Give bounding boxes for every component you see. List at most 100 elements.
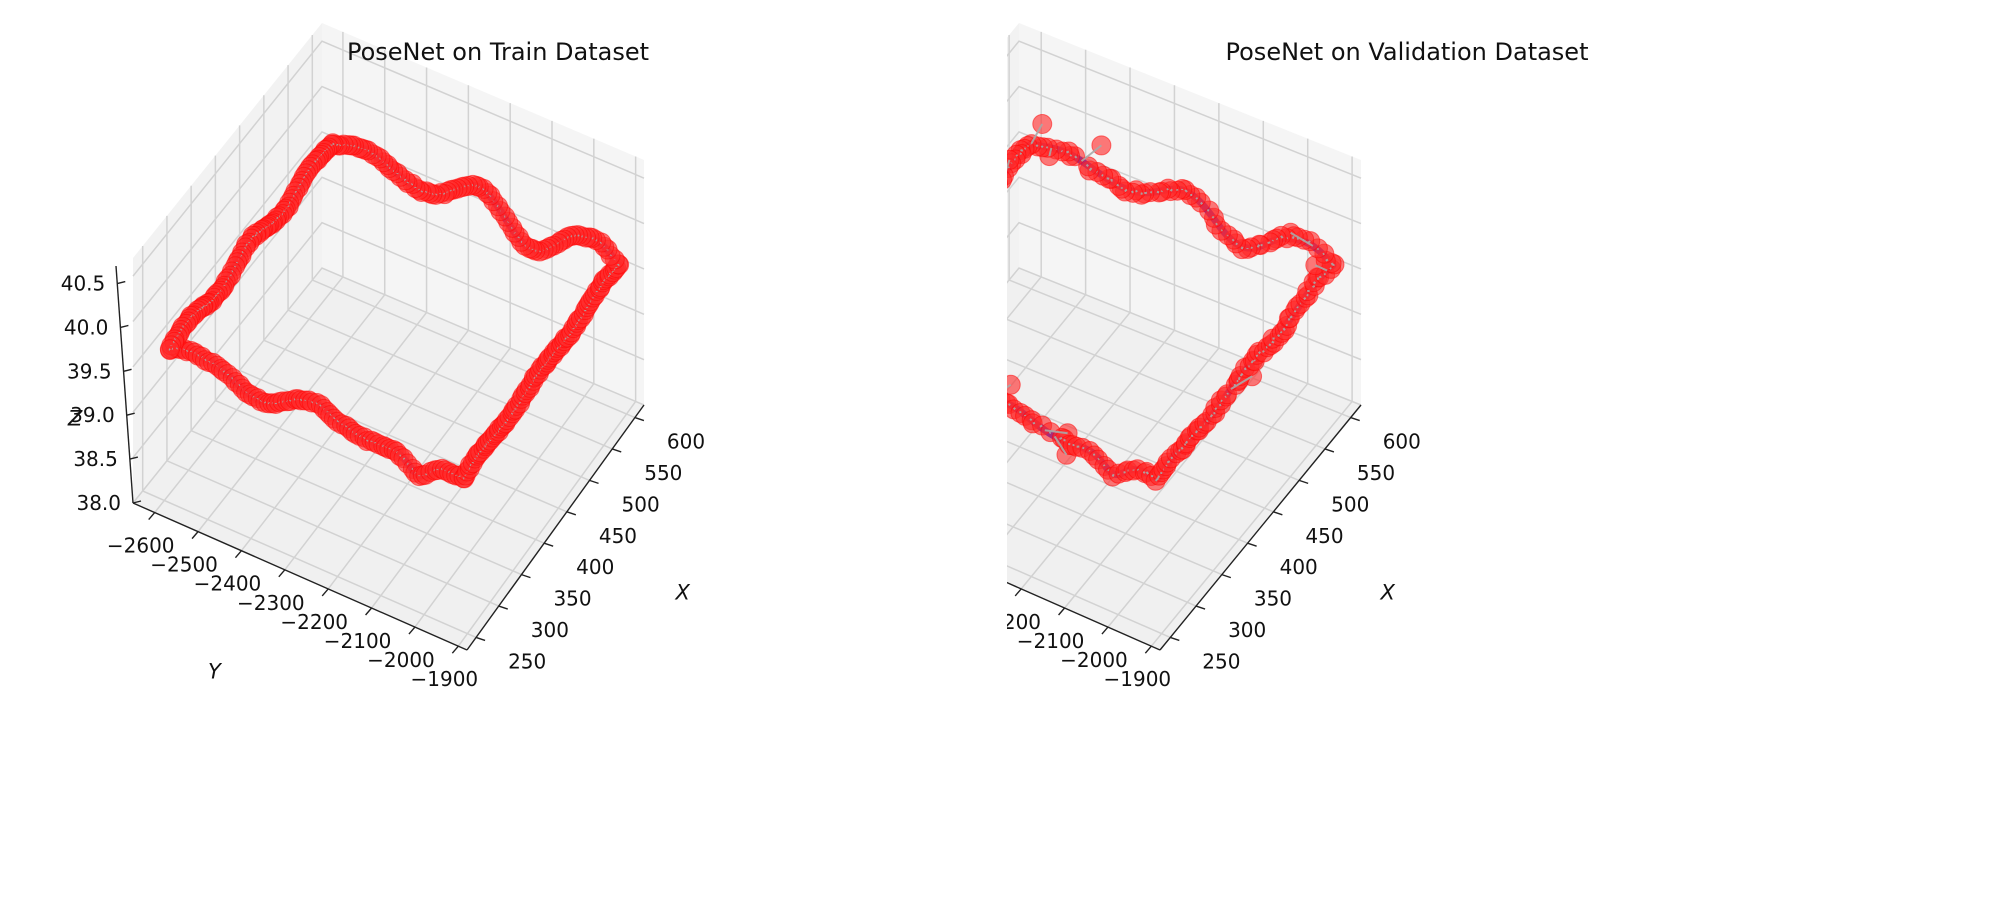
error-segment	[1195, 197, 1199, 200]
x-tick	[634, 416, 645, 422]
error-segment	[1322, 252, 1325, 256]
error-segment	[1271, 340, 1275, 344]
error-segment	[1220, 229, 1223, 232]
y-tick	[365, 607, 373, 616]
error-segment	[493, 434, 496, 437]
error-segment	[1230, 375, 1253, 390]
error-segment	[1285, 323, 1288, 327]
error-segment	[1332, 263, 1335, 267]
error-segment	[1166, 460, 1171, 464]
error-segment	[359, 435, 361, 438]
y-tick-label: −2100	[1017, 629, 1085, 653]
error-segment	[1282, 327, 1286, 331]
error-segment	[185, 349, 189, 353]
error-segment	[1060, 149, 1063, 153]
x-tick-label: 300	[531, 618, 569, 642]
error-segment	[240, 254, 243, 257]
error-segment	[1045, 146, 1049, 149]
error-segment	[463, 185, 466, 188]
error-segment	[1019, 152, 1023, 155]
error-segment	[435, 193, 438, 196]
error-segment	[1291, 235, 1295, 240]
error-segment	[1307, 240, 1311, 244]
error-segment	[1250, 360, 1254, 364]
error-segment	[1239, 372, 1244, 377]
error-segment	[214, 294, 217, 297]
train-chart-svg: −2600−2500−2400−2300−2200−2100−2000−1900…	[61, 23, 705, 691]
error-segment	[1085, 163, 1089, 167]
error-segment	[294, 190, 297, 194]
error-segment	[420, 190, 424, 193]
error-segment	[1250, 246, 1253, 249]
x-tick-label: 250	[508, 649, 546, 673]
error-segment	[1325, 258, 1329, 262]
error-segment	[1080, 144, 1103, 162]
error-segment	[1035, 144, 1039, 148]
error-segment	[1170, 456, 1174, 460]
error-segment	[1277, 334, 1281, 338]
error-segment	[1030, 123, 1044, 145]
error-segment	[1209, 414, 1214, 418]
error-segment	[489, 439, 492, 442]
y-tick	[278, 569, 286, 578]
error-segment	[1097, 457, 1100, 461]
error-segment	[1224, 395, 1227, 399]
validation-chart-svg: −2600−2500−2400−2300−2200−2100−2000−1900…	[1007, 23, 1421, 691]
y-tick	[321, 588, 329, 597]
error-segment	[1296, 306, 1299, 309]
error-segment	[199, 308, 202, 311]
error-segment	[1256, 244, 1261, 248]
x-tick	[1170, 636, 1180, 642]
x-tick	[1324, 448, 1335, 453]
x-tick	[475, 636, 486, 642]
x-axis-line	[466, 404, 645, 651]
error-segment	[603, 279, 606, 282]
error-segment	[1040, 145, 1044, 149]
error-segment	[599, 241, 602, 244]
predicted-point	[1007, 171, 1013, 189]
error-segment	[1231, 238, 1235, 242]
error-segment	[498, 427, 501, 431]
error-segment	[1111, 473, 1115, 478]
error-segment	[1314, 264, 1328, 272]
x-tick-label: 250	[1202, 649, 1240, 673]
y-tick-label: −1900	[1103, 667, 1171, 691]
error-segment	[1088, 167, 1093, 172]
error-segment	[276, 216, 279, 220]
y-tick-label: −2600	[107, 534, 175, 558]
y-tick-label: −2500	[150, 553, 218, 577]
gridline	[1007, 40, 1362, 179]
error-segment	[1184, 189, 1188, 193]
error-segment	[333, 417, 336, 420]
y-tick	[408, 626, 416, 635]
x-tick-label: 600	[1383, 430, 1421, 454]
x-tick	[521, 573, 531, 579]
error-segment	[607, 274, 610, 278]
error-segment	[263, 401, 267, 404]
error-segment	[402, 457, 406, 460]
predicted-point	[1032, 113, 1053, 134]
error-segment	[1188, 437, 1191, 440]
x-tick	[498, 605, 508, 610]
y-tick-label: −1900	[410, 667, 478, 691]
error-segment	[244, 246, 247, 249]
error-segment	[1262, 350, 1265, 353]
y-tick	[234, 550, 242, 559]
error-segment	[1123, 471, 1126, 474]
error-segment	[1180, 446, 1184, 450]
gridline	[1007, 565, 1171, 639]
x-tick	[543, 542, 554, 547]
z-tick-label: 38.0	[76, 491, 121, 515]
error-segment	[305, 172, 308, 175]
error-segment	[366, 439, 369, 442]
gridline	[132, 221, 645, 459]
error-segment	[208, 301, 211, 304]
error-segment	[1215, 222, 1218, 226]
x-tick	[1350, 416, 1360, 422]
error-segment	[1013, 407, 1016, 411]
y-tick	[451, 645, 459, 654]
error-segment	[1211, 215, 1215, 219]
z-tick	[117, 280, 126, 285]
error-segment	[1226, 392, 1229, 395]
x-axis-label: X	[675, 581, 691, 605]
